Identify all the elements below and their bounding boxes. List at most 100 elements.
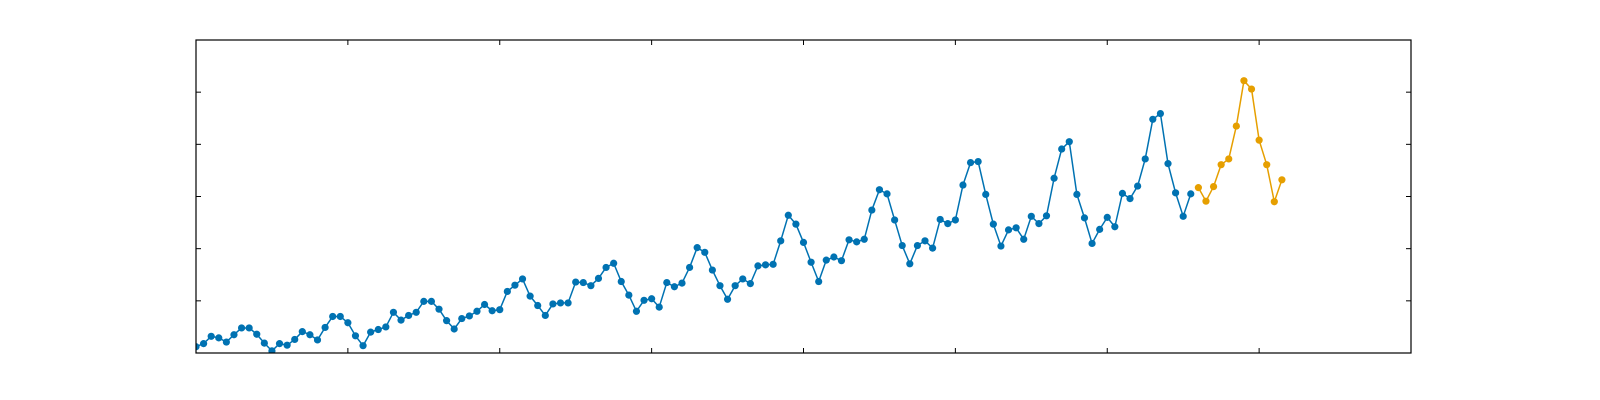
data-point: [367, 328, 375, 336]
data-point: [944, 220, 952, 228]
data-point: [465, 312, 473, 320]
data-point: [1134, 182, 1142, 190]
data-point: [1232, 122, 1240, 130]
data-point: [739, 275, 747, 283]
data-point: [640, 296, 648, 304]
data-point: [670, 283, 679, 291]
data-point: [336, 312, 344, 321]
data-point: [564, 299, 572, 307]
data-point: [701, 248, 709, 256]
data-point: [1058, 145, 1066, 153]
data-point: [412, 308, 420, 316]
data-point: [860, 235, 868, 243]
data-point: [450, 325, 458, 333]
plot-frame: [195, 39, 1412, 354]
data-point: [268, 347, 276, 353]
data-point: [344, 319, 352, 327]
data-point: [1247, 85, 1256, 93]
data-point: [1171, 189, 1180, 197]
data-point: [321, 323, 329, 332]
data-point: [572, 278, 580, 286]
data-point: [397, 316, 405, 324]
data-point: [799, 238, 808, 247]
data-point: [716, 282, 724, 290]
data-point: [959, 181, 967, 189]
data-point: [473, 307, 481, 315]
data-point: [374, 325, 382, 334]
data-point: [511, 281, 519, 289]
data-point: [313, 336, 322, 344]
data-point: [830, 253, 838, 261]
data-point: [458, 314, 466, 323]
data-point: [526, 292, 534, 300]
data-point: [837, 257, 846, 265]
data-point: [815, 277, 823, 286]
data-point: [1118, 189, 1127, 197]
data-point: [1050, 174, 1058, 182]
data-point: [435, 305, 443, 313]
data-point: [1156, 109, 1165, 118]
data-point: [731, 282, 739, 290]
data-point: [329, 312, 337, 321]
data-point: [723, 295, 732, 303]
data-point: [1209, 182, 1218, 191]
data-point: [845, 236, 853, 244]
data-point: [480, 300, 489, 309]
data-point: [594, 274, 603, 282]
data-point: [936, 215, 944, 224]
data-point: [1103, 213, 1111, 221]
data-point: [230, 331, 238, 339]
data-point: [351, 332, 360, 340]
data-point: [1012, 224, 1020, 232]
data-point: [207, 332, 215, 340]
data-point: [974, 157, 982, 166]
data-point: [442, 317, 451, 325]
data-point: [822, 256, 830, 264]
data-point: [1096, 225, 1104, 233]
data-point: [966, 158, 975, 167]
data-point: [1217, 161, 1225, 169]
data-point: [1164, 160, 1172, 168]
data-point: [761, 261, 770, 269]
data-point: [1263, 161, 1271, 169]
series-layer: [196, 77, 1286, 353]
data-point: [488, 307, 496, 315]
data-point: [875, 186, 884, 194]
data-point: [989, 220, 997, 228]
data-point: [518, 275, 527, 283]
data-point: [906, 260, 914, 268]
data-point: [913, 241, 922, 250]
data-point: [648, 295, 656, 303]
data-point: [275, 340, 284, 348]
data-point: [610, 259, 618, 267]
data-point: [921, 237, 929, 245]
data-point: [260, 339, 268, 347]
data-point: [549, 300, 557, 308]
data-point: [306, 331, 314, 339]
data-point: [693, 244, 701, 252]
data-point: [898, 241, 906, 250]
series-forecast: [1194, 77, 1286, 206]
data-point: [617, 277, 625, 286]
data-point: [496, 306, 504, 314]
data-point: [678, 279, 686, 287]
data-point: [298, 328, 306, 336]
data-point: [291, 335, 299, 344]
data-point: [245, 324, 253, 332]
data-point: [807, 258, 815, 266]
data-point: [427, 297, 436, 305]
data-point: [541, 311, 549, 320]
data-point: [883, 190, 891, 198]
data-point: [1042, 212, 1051, 220]
data-point: [792, 220, 800, 228]
data-point: [359, 342, 367, 350]
series-line: [196, 112, 1192, 352]
data-point: [1194, 184, 1202, 192]
data-point: [602, 263, 610, 272]
data-point: [1004, 226, 1013, 234]
data-point: [625, 291, 633, 299]
data-point: [237, 324, 246, 332]
data-point: [685, 263, 694, 272]
